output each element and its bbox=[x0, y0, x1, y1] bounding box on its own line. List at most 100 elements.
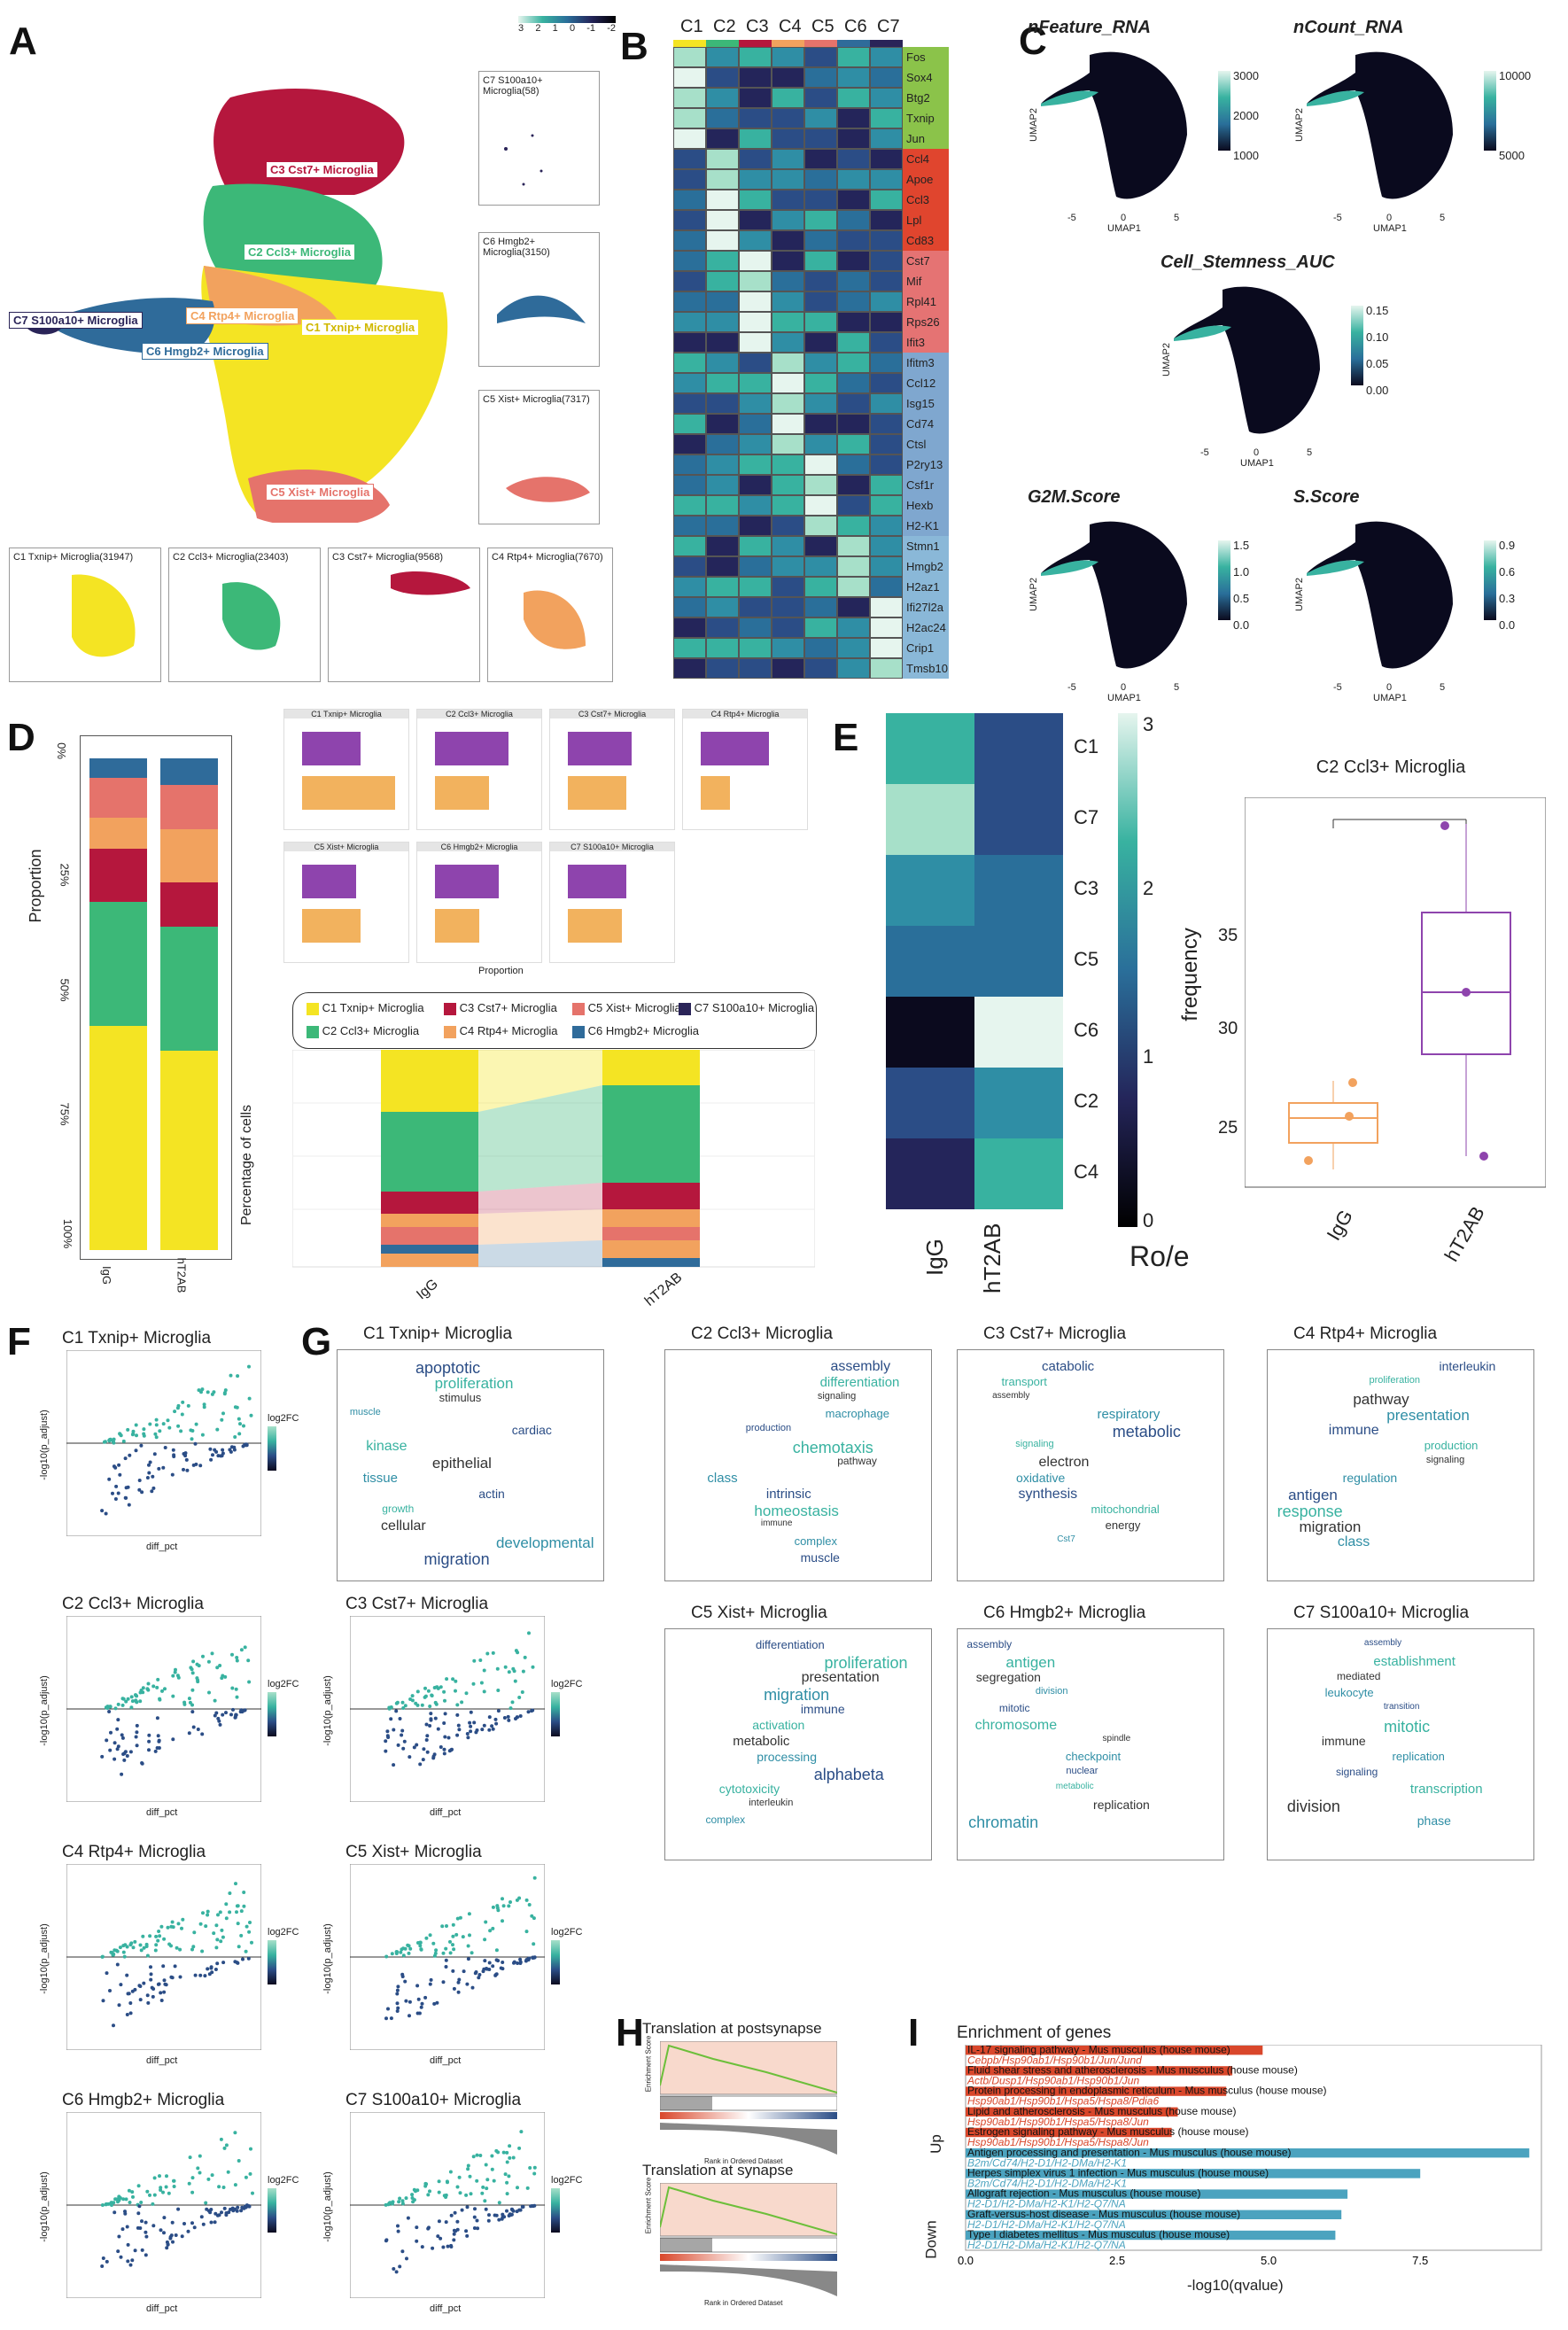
heatmap-cell bbox=[837, 149, 870, 169]
legend-label: C6 Hmgb2+ Microglia bbox=[587, 1024, 699, 1037]
roe-cell bbox=[886, 1138, 974, 1209]
gsea-ylabel: Enrichment Score bbox=[644, 2035, 653, 2093]
wordcloud-word: differentiation bbox=[819, 1375, 900, 1390]
ytick: 50% bbox=[58, 978, 72, 1002]
wordcloud-word: immune bbox=[1321, 1734, 1366, 1748]
heatmap-cell bbox=[673, 128, 706, 149]
heatmap-gene-label: Jun bbox=[903, 128, 949, 149]
alluvial-ylabel: Percentage of cells bbox=[239, 1104, 254, 1226]
legend-label: C1 Txnip+ Microglia bbox=[322, 1001, 424, 1014]
feature-umaps: nFeature_RNA 3000 2000 1000 UMAP1 UMAP2 -5 0 5 nC… bbox=[1028, 18, 1559, 709]
feature-legend-tick: 0.3 bbox=[1499, 592, 1516, 605]
feature-legend-bar bbox=[1218, 540, 1230, 620]
heatmap-cell bbox=[804, 291, 837, 312]
proportion-ylabel: Proportion bbox=[27, 849, 44, 923]
roe-row-label: C3 bbox=[1074, 877, 1099, 899]
wordcloud-word: differentiation bbox=[755, 1638, 825, 1651]
bar-ht2ab bbox=[568, 865, 626, 898]
heatmap-cell bbox=[673, 169, 706, 190]
heatmap-cell bbox=[870, 475, 903, 495]
wordcloud-word: tissue bbox=[362, 1471, 398, 1486]
wordcloud: assembly antigen segregation division mitoti… bbox=[957, 1628, 1224, 1860]
heatmap-cell bbox=[706, 332, 739, 353]
heatmap-cell bbox=[673, 373, 706, 393]
umap-label-c6: C6 Hmgb2+ Microglia bbox=[142, 343, 268, 360]
volcano-legend-bar bbox=[268, 1940, 276, 1984]
legend-tick: 3 bbox=[518, 23, 524, 34]
heatmap-cell bbox=[706, 475, 739, 495]
heatmap-cell bbox=[706, 638, 739, 658]
enrichment-bar bbox=[966, 2189, 1348, 2199]
heatmap-col-bar bbox=[739, 40, 772, 47]
heatmap-cell bbox=[804, 230, 837, 251]
wordcloud-word: chemotaxis bbox=[792, 1439, 873, 1456]
volcano-title: C5 Xist+ Microglia bbox=[345, 1843, 482, 1861]
small-bar-plot: C4 Rtp4+ Microglia bbox=[682, 709, 808, 830]
small-bar-title: C3 Cst7+ Microglia bbox=[550, 710, 674, 718]
heatmap-gene-label: Lpl bbox=[903, 210, 949, 230]
bar-igg bbox=[701, 776, 730, 810]
feature-legend-tick: 0.5 bbox=[1233, 592, 1250, 605]
heatmap-cell bbox=[772, 353, 804, 373]
feature-umap-plot: S.Score 0.9 0.6 0.3 0.0 UMAP1 UMAP2 -5 0 5 bbox=[1293, 487, 1550, 709]
feature-legend-tick: 5000 bbox=[1499, 149, 1525, 162]
enrichment-genes: H2-D1/H2-DMa/H2-K1/H2-Q7/NA bbox=[967, 2218, 1126, 2231]
heatmap-gene-label: H2ac24 bbox=[903, 617, 949, 638]
heatmap-cell bbox=[706, 516, 739, 536]
feature-umap-title: nCount_RNA bbox=[1293, 18, 1404, 37]
feature-ylabel: UMAP2 bbox=[1160, 343, 1172, 377]
enrichment-frame bbox=[965, 2045, 1542, 2251]
wordcloud-word: checkpoint bbox=[1065, 1750, 1122, 1763]
heatmap-col-label: C2 bbox=[713, 17, 736, 36]
wordcloud-word: chromosome bbox=[974, 1718, 1058, 1733]
feature-xtick: -5 bbox=[1067, 213, 1076, 223]
feature-umap-title: Cell_Stemness_AUC bbox=[1160, 252, 1335, 272]
panel-label-d: D bbox=[7, 716, 35, 759]
heatmap-cell bbox=[673, 495, 706, 516]
heatmap-cell bbox=[870, 312, 903, 332]
heatmap-cell bbox=[837, 638, 870, 658]
roe-heatmap: C1 C7 C3 C5 C6 C2 C4 bbox=[886, 713, 1107, 1209]
enrichment-xlabel: -log10(qvalue) bbox=[1187, 2277, 1284, 2294]
wordcloud-word: mitochondrial bbox=[1091, 1503, 1160, 1516]
wordcloud-word: apoptotic bbox=[415, 1359, 481, 1377]
boxplot-xlabel-igg: IgG bbox=[1322, 1206, 1357, 1245]
enrichment-bar bbox=[966, 2086, 1227, 2096]
volcano-legend-title: log2FC bbox=[268, 1927, 299, 1938]
heatmap-cell bbox=[739, 536, 772, 556]
volcano-xlabel: diff_pct bbox=[146, 2303, 178, 2314]
feature-legend-tick: 1000 bbox=[1233, 149, 1259, 162]
wordcloud-word: cellular bbox=[381, 1518, 426, 1534]
feature-legend-tick: 0.15 bbox=[1366, 304, 1389, 317]
heatmap-gene-label: Fos bbox=[903, 47, 949, 67]
heatmap-cell bbox=[870, 414, 903, 434]
heatmap-cell bbox=[739, 353, 772, 373]
heatmap-gene-label: Hmgb2 bbox=[903, 556, 949, 577]
heatmap-cell bbox=[837, 190, 870, 210]
small-bar-title: C5 Xist+ Microglia bbox=[284, 843, 408, 851]
umap-label-c1: C1 Txnip+ Microglia bbox=[301, 319, 420, 336]
legend-tick: -2 bbox=[607, 23, 616, 34]
wordcloud-word: muscle bbox=[800, 1550, 840, 1565]
roe-cell bbox=[974, 713, 1063, 784]
small-bar-plot: C3 Cst7+ Microglia bbox=[549, 709, 675, 830]
heatmap-cell bbox=[706, 658, 739, 679]
enrichment-term: Estrogen signaling pathway - Mus musculu… bbox=[967, 2125, 1248, 2138]
feature-legend-bar bbox=[1351, 306, 1363, 385]
feature-xtick: 5 bbox=[1440, 682, 1446, 693]
wordcloud-word: metabolic bbox=[1055, 1782, 1094, 1791]
heatmap-cell bbox=[837, 88, 870, 108]
wordcloud-word: assembly bbox=[992, 1391, 1030, 1401]
bar-ht2ab bbox=[435, 732, 508, 765]
heatmap-gene-label: Cst7 bbox=[903, 251, 949, 271]
wordcloud-word: migration bbox=[423, 1550, 490, 1568]
heatmap-cell bbox=[772, 88, 804, 108]
ytick: 25% bbox=[58, 863, 72, 887]
heatmap-cell bbox=[706, 373, 739, 393]
wordcloud-word: assembly bbox=[966, 1638, 1013, 1650]
heatmap-cell bbox=[739, 210, 772, 230]
small-bar-title: C4 Rtp4+ Microglia bbox=[683, 710, 807, 718]
feature-umap-title: nFeature_RNA bbox=[1028, 18, 1151, 37]
wordcloud-word: proliferation bbox=[1369, 1375, 1420, 1386]
wordcloud-word: pathway bbox=[1353, 1391, 1409, 1408]
